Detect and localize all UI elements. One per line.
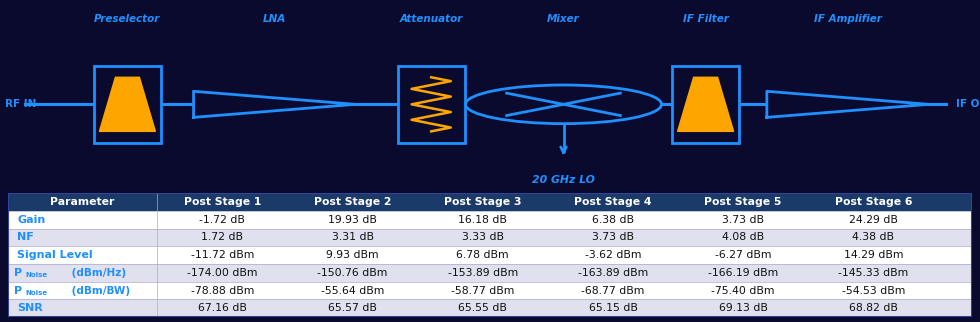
Text: -1.72 dB: -1.72 dB [200,215,245,225]
Text: (dBm/BW): (dBm/BW) [68,286,129,296]
Text: IF Amplifier: IF Amplifier [813,14,882,24]
Text: 69.13 dB: 69.13 dB [718,303,767,313]
Text: Post Stage 4: Post Stage 4 [574,197,652,207]
Text: 4.38 dB: 4.38 dB [853,232,895,242]
Text: 4.08 dB: 4.08 dB [722,232,764,242]
Text: Post Stage 1: Post Stage 1 [183,197,261,207]
Text: -78.88 dBm: -78.88 dBm [191,286,254,296]
Bar [8,211,972,229]
Text: -6.27 dBm: -6.27 dBm [714,250,771,260]
Text: 19.93 dB: 19.93 dB [328,215,377,225]
Text: 65.57 dB: 65.57 dB [328,303,377,313]
Text: IF OUT: IF OUT [956,99,980,109]
Text: -150.76 dBm: -150.76 dBm [318,268,388,278]
Text: -54.53 dBm: -54.53 dBm [842,286,905,296]
Text: Noise: Noise [25,290,47,296]
Text: -75.40 dBm: -75.40 dBm [711,286,775,296]
Text: -3.62 dBm: -3.62 dBm [585,250,641,260]
Text: 6.38 dB: 6.38 dB [592,215,634,225]
Bar [8,264,972,282]
Text: LNA: LNA [263,14,286,24]
Text: Gain: Gain [18,215,46,225]
Text: SNR: SNR [18,303,43,313]
Text: 65.55 dB: 65.55 dB [459,303,508,313]
Text: 3.31 dB: 3.31 dB [331,232,373,242]
Text: IF Filter: IF Filter [683,14,728,24]
Polygon shape [99,77,156,131]
Circle shape [466,85,662,124]
Text: -68.77 dBm: -68.77 dBm [581,286,645,296]
Text: Mixer: Mixer [547,14,580,24]
Text: 68.82 dB: 68.82 dB [849,303,898,313]
Bar [672,66,739,143]
Text: 16.18 dB: 16.18 dB [459,215,508,225]
Text: RF IN: RF IN [5,99,36,109]
Bar [94,66,161,143]
Polygon shape [194,91,355,117]
Bar [398,66,465,143]
Text: 20 GHz LO: 20 GHz LO [532,175,595,185]
Text: 3.73 dB: 3.73 dB [592,232,634,242]
Text: 1.72 dB: 1.72 dB [202,232,243,242]
Polygon shape [766,91,929,117]
Text: Attenuator: Attenuator [400,14,463,24]
Text: Post Stage 5: Post Stage 5 [705,197,782,207]
Text: -55.64 dBm: -55.64 dBm [320,286,384,296]
Text: -163.89 dBm: -163.89 dBm [578,268,648,278]
Text: P: P [14,268,22,278]
Text: 65.15 dB: 65.15 dB [589,303,637,313]
Bar [8,229,972,246]
Text: 3.33 dB: 3.33 dB [462,232,504,242]
Text: Signal Level: Signal Level [18,250,93,260]
Text: Post Stage 6: Post Stage 6 [835,197,912,207]
Text: -153.89 dBm: -153.89 dBm [448,268,517,278]
Bar [8,193,972,211]
Bar [8,246,972,264]
Bar [8,282,972,299]
Text: Noise: Noise [25,272,47,279]
Text: 3.73 dB: 3.73 dB [722,215,764,225]
Text: -145.33 dBm: -145.33 dBm [838,268,908,278]
Polygon shape [677,77,734,131]
Text: 67.16 dB: 67.16 dB [198,303,247,313]
Text: Post Stage 2: Post Stage 2 [314,197,391,207]
Text: 24.29 dB: 24.29 dB [849,215,898,225]
Text: Post Stage 3: Post Stage 3 [444,197,521,207]
Text: -58.77 dBm: -58.77 dBm [451,286,514,296]
Text: Preselector: Preselector [94,14,161,24]
Text: 9.93 dBm: 9.93 dBm [326,250,379,260]
Text: -166.19 dBm: -166.19 dBm [708,268,778,278]
Text: -11.72 dBm: -11.72 dBm [191,250,254,260]
Text: (dBm/Hz): (dBm/Hz) [68,268,125,278]
Text: NF: NF [18,232,34,242]
Text: P: P [14,286,22,296]
Text: 6.78 dBm: 6.78 dBm [457,250,509,260]
Text: Parameter: Parameter [50,197,115,207]
Bar [8,299,972,317]
Text: -174.00 dBm: -174.00 dBm [187,268,258,278]
Text: 14.29 dBm: 14.29 dBm [844,250,903,260]
